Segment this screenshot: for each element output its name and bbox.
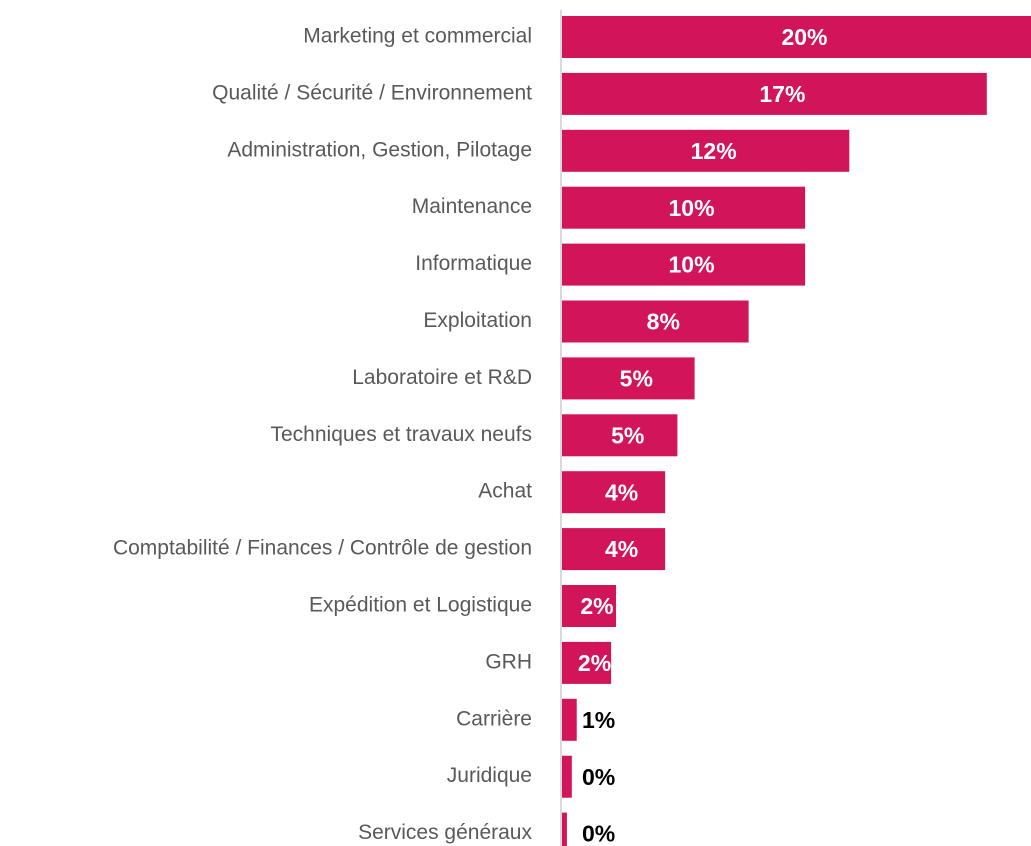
bar — [562, 641, 612, 684]
bar — [562, 755, 572, 798]
value-label: 10% — [669, 252, 715, 278]
value-label: 8% — [647, 309, 680, 335]
category-label: Administration, Gestion, Pilotage — [227, 138, 532, 161]
category-label: Maintenance — [412, 195, 532, 218]
bar — [562, 698, 577, 741]
value-label: 20% — [781, 24, 827, 50]
category-label: Informatique — [415, 252, 532, 275]
bar — [562, 585, 617, 627]
category-label: Laboratoire et R&D — [352, 366, 532, 389]
category-label: Carrière — [456, 707, 532, 730]
bar — [562, 186, 806, 229]
bar — [562, 243, 806, 286]
category-label: Achat — [478, 480, 532, 503]
value-label: 2% — [580, 593, 613, 619]
category-label: Qualité / Sécurité / Environnement — [212, 81, 532, 104]
bar — [562, 812, 567, 846]
value-label: 5% — [620, 365, 653, 391]
value-label: 2% — [578, 650, 611, 676]
value-label: 12% — [691, 138, 737, 164]
value-label: 4% — [605, 536, 638, 562]
category-label: Techniques et travaux neufs — [271, 423, 533, 446]
bar — [562, 300, 749, 343]
category-label: Expédition et Logistique — [309, 594, 532, 617]
value-label: 0% — [582, 764, 615, 790]
value-label: 5% — [611, 422, 644, 448]
category-label: Comptabilité / Finances / Contrôle de ge… — [113, 537, 532, 560]
value-label: 17% — [759, 81, 805, 107]
value-label: 10% — [669, 195, 715, 221]
bar — [562, 72, 987, 115]
value-label: 1% — [582, 707, 615, 733]
category-label: Exploitation — [423, 309, 532, 332]
value-label: 4% — [605, 479, 638, 505]
bar — [562, 414, 678, 457]
category-label: GRH — [485, 650, 532, 673]
category-label: Marketing et commercial — [303, 25, 532, 48]
bar — [562, 528, 666, 571]
bar — [562, 129, 850, 172]
category-label: Services généraux — [358, 821, 532, 844]
bar — [562, 471, 666, 514]
bar — [562, 16, 1031, 58]
bar — [562, 357, 695, 400]
category-label: Juridique — [447, 764, 532, 787]
value-label: 0% — [582, 821, 615, 846]
